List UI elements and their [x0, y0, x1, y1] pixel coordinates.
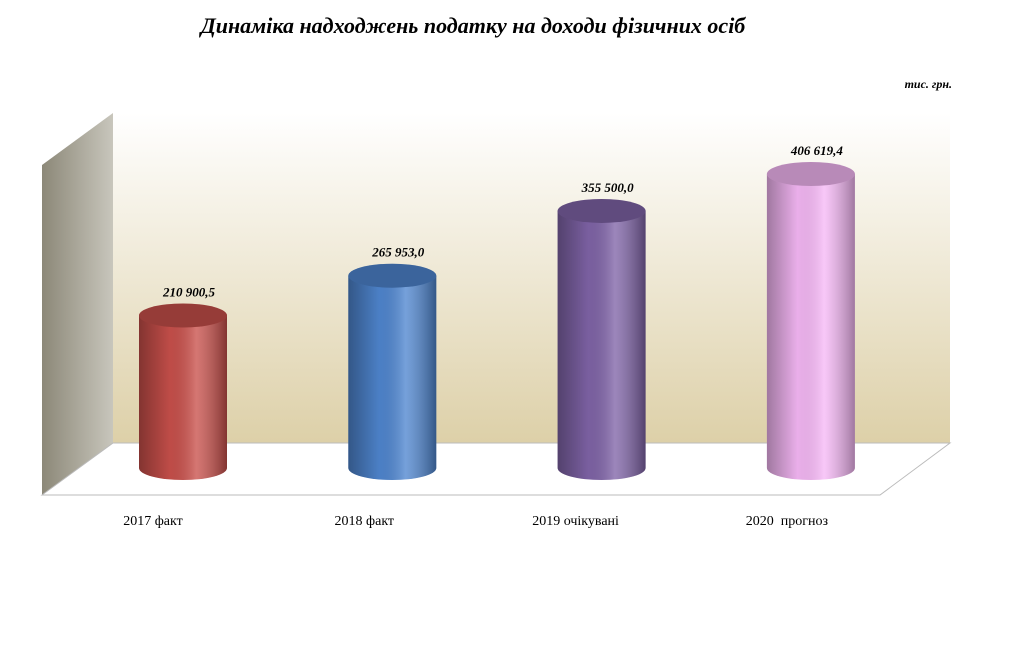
- bar-top-shade: [139, 303, 227, 328]
- chart-title: Динаміка надходжень податку на доходи фі…: [199, 13, 747, 38]
- side-wall: [42, 113, 113, 495]
- x-tick-label: 2017 факт: [123, 514, 183, 529]
- back-wall: [113, 113, 950, 443]
- value-label: 355 500,0: [581, 180, 635, 195]
- bars: 210 900,5 2017 факт 265 953,0 2018 факт 355 …: [123, 143, 855, 529]
- value-label: 210 900,5: [162, 285, 216, 300]
- x-tick-label: 2019 очікувані: [532, 514, 619, 529]
- bar-shading: [766, 174, 855, 481]
- bar-top-shade: [348, 263, 437, 288]
- bar-top: [348, 263, 437, 288]
- value-label: 406 619,4: [790, 143, 844, 158]
- x-tick-label: 2018 факт: [335, 514, 395, 529]
- bar-top: [766, 162, 855, 187]
- bar-top-shade: [766, 162, 855, 187]
- bar-shading: [348, 275, 437, 480]
- bar-shading: [557, 210, 646, 480]
- x-tick-label: 2020 прогноз: [746, 514, 829, 529]
- bar-top: [139, 303, 227, 328]
- bar-shading: [139, 315, 227, 480]
- bar-top-shade: [557, 198, 646, 223]
- value-label: 265 953,0: [371, 245, 425, 260]
- floor: [40, 442, 952, 496]
- unit-label: тис. грн.: [905, 77, 952, 91]
- bar-top: [557, 198, 646, 223]
